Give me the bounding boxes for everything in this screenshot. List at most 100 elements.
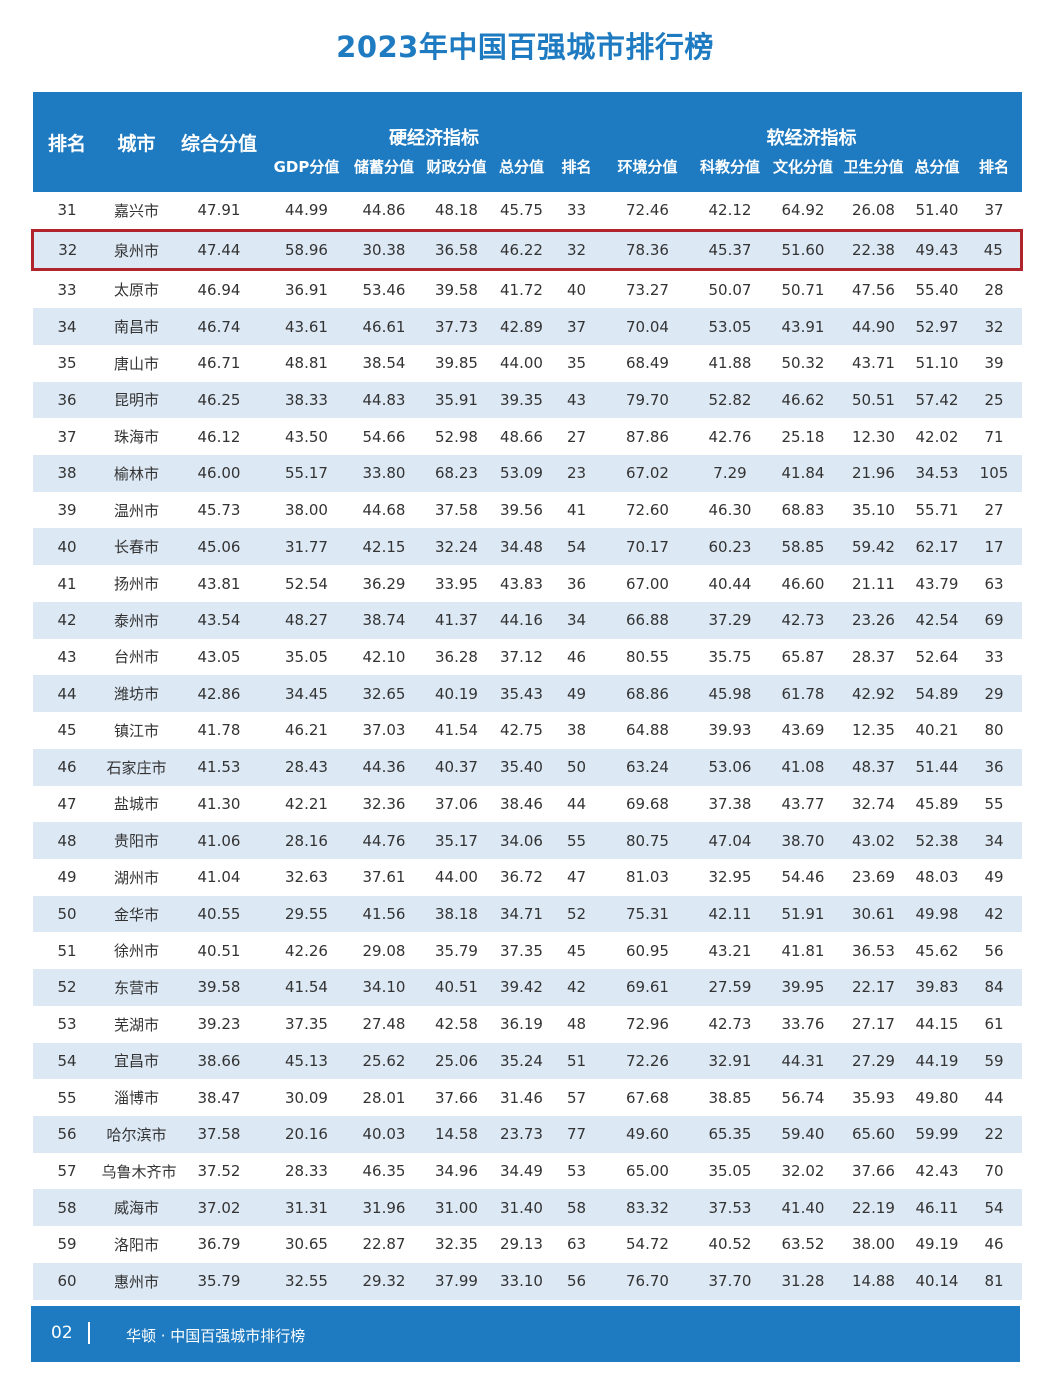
cell-health: 27.17: [852, 1015, 895, 1034]
cell-environment: 69.61: [601, 969, 694, 1006]
cell-composite: 38.66: [171, 1042, 267, 1080]
cell-hard-total: 42.89: [491, 308, 552, 345]
cell-composite: 43.54: [171, 601, 267, 639]
cell-health: 44.90: [839, 308, 908, 345]
cell-rank: 32: [31, 228, 102, 272]
cell-savings: 38.54: [362, 354, 406, 373]
cell-soft-rank: 69: [966, 601, 1022, 639]
cell-gdp: 38.00: [285, 501, 328, 520]
cell-hard-total: 34.49: [500, 1162, 543, 1181]
cell-soft-total: 43.79: [915, 574, 959, 593]
cell-hard-rank: 46: [566, 647, 587, 666]
cell-soft-total: 45.62: [915, 941, 959, 960]
cell-gdp: 29.55: [266, 895, 347, 933]
cell-rank: 36: [32, 381, 102, 419]
cell-fiscal: 40.37: [421, 748, 492, 786]
cell-culture: 65.87: [781, 647, 825, 666]
cell-gdp: 45.13: [266, 1042, 347, 1080]
header-fiscal: 财政分值: [421, 154, 492, 192]
cell-culture: 59.40: [766, 1115, 840, 1153]
cell-hard-total: 39.56: [500, 501, 543, 520]
header-rank: 排名: [32, 92, 102, 192]
cell-composite: 35.79: [171, 1262, 267, 1300]
cell-health: 26.08: [852, 201, 895, 220]
cell-rank: 51: [57, 941, 77, 960]
cell-education: 38.85: [708, 1088, 752, 1107]
cell-gdp: 48.27: [266, 601, 347, 639]
cell-health: 47.56: [852, 280, 895, 299]
cell-hard-rank: 44: [566, 794, 587, 813]
cell-fiscal: 37.99: [421, 1262, 492, 1300]
cell-education: 52.82: [693, 381, 767, 419]
cell-savings: 25.62: [346, 1042, 422, 1080]
cell-culture: 43.91: [766, 308, 840, 345]
cell-hard-rank: 48: [566, 1015, 587, 1034]
cell-environment: 65.00: [626, 1162, 669, 1181]
cell-city: 扬州市: [113, 575, 159, 594]
cell-culture: 51.60: [766, 228, 840, 272]
cell-education: 45.98: [693, 675, 767, 713]
cell-soft-total: 51.44: [907, 748, 967, 786]
cell-rank: 48: [32, 822, 102, 859]
cell-city: 镇江市: [113, 721, 159, 740]
header-culture: 文化分值: [766, 154, 840, 192]
header-health: 卫生分值: [839, 154, 908, 192]
cell-rank: 34: [32, 308, 102, 345]
cell-hard-total: 34.06: [491, 822, 552, 859]
cell-composite: 39.23: [197, 1015, 241, 1034]
cell-rank: 37: [57, 427, 77, 446]
cell-gdp: 48.81: [285, 354, 328, 373]
cell-environment: 72.46: [626, 201, 669, 220]
cell-health: 48.37: [839, 748, 908, 786]
cell-gdp: 43.61: [266, 308, 347, 345]
table-row: 56 哈尔滨市 37.58 20.16 40.03 14.58 23.73 77 49.60 65…: [32, 1115, 1022, 1153]
cell-hard-rank: 56: [551, 1262, 602, 1300]
cell-environment: 67.02: [601, 455, 694, 492]
cell-gdp: 30.65: [285, 1235, 328, 1254]
cell-soft-rank: 36: [966, 748, 1022, 786]
cell-gdp: 44.99: [285, 201, 328, 220]
cell-hard-rank: 49: [551, 675, 602, 713]
cell-hard-rank: 53: [566, 1162, 587, 1181]
cell-health: 65.60: [839, 1115, 908, 1153]
table-row: 37 珠海市 46.12 43.50 54.66 52.98 48.66 27 87.86 42.…: [33, 418, 1022, 455]
page-title: 2023年中国百强城市排行榜: [336, 30, 714, 64]
cell-culture: 31.28: [766, 1262, 840, 1300]
header-education: 科教分值: [693, 154, 767, 192]
cell-hard-rank: 38: [566, 721, 587, 740]
cell-soft-total: 39.83: [907, 969, 967, 1006]
cell-savings: 32.36: [362, 794, 406, 813]
cell-rank: 38: [32, 455, 102, 492]
cell-hard-rank: 34: [551, 601, 602, 639]
cell-gdp: 46.21: [285, 721, 328, 740]
cell-rank: 33: [57, 280, 77, 299]
cell-gdp: 34.45: [266, 675, 347, 713]
cell-rank: 58: [32, 1189, 102, 1227]
cell-hard-total: 36.72: [500, 868, 543, 887]
cell-composite: 47.44: [171, 228, 267, 272]
cell-soft-total: 44.19: [907, 1042, 967, 1080]
header-environment: 环境分值: [601, 154, 694, 192]
cell-health: 59.42: [839, 528, 908, 566]
cell-savings: 29.32: [346, 1262, 422, 1300]
cell-city: 惠州市: [101, 1262, 172, 1300]
cell-city: 昆明市: [101, 381, 172, 419]
cell-environment: 70.04: [601, 308, 694, 345]
cell-city: 太原市: [113, 281, 159, 300]
cell-rank: 54: [32, 1042, 102, 1080]
cell-hard-total: 35.43: [491, 675, 552, 713]
cell-soft-rank: 81: [966, 1262, 1022, 1300]
cell-education: 43.21: [708, 941, 752, 960]
cell-soft-rank: 80: [984, 721, 1004, 740]
cell-gdp: 35.05: [285, 647, 328, 666]
cell-rank: 42: [32, 601, 102, 639]
cell-soft-rank: 27: [984, 501, 1004, 520]
table-row: 42 泰州市 43.54 48.27 38.74 41.37 44.16 34 66.88 37.…: [32, 601, 1022, 639]
cell-education: 37.29: [693, 601, 767, 639]
cell-health: 21.11: [852, 574, 895, 593]
cell-hard-total: 39.42: [491, 969, 552, 1006]
cell-composite: 41.30: [197, 794, 241, 813]
cell-soft-rank: 46: [984, 1235, 1004, 1254]
cell-soft-total: 55.40: [915, 280, 959, 299]
cell-hard-total: 46.22: [491, 228, 552, 272]
